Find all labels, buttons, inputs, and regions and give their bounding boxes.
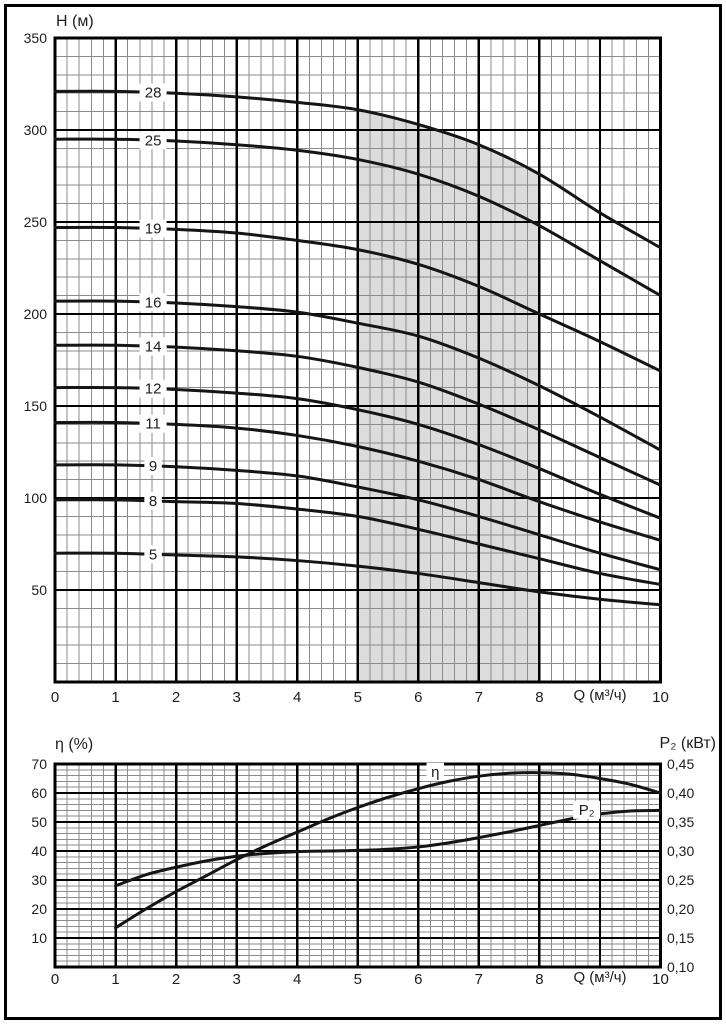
top-x-tick-label: 10 [652,689,669,706]
top-x-tick-label: 3 [232,689,240,706]
curve-label-14-bg [139,337,167,356]
major-grid [55,764,661,967]
top-y-tick-label: 100 [24,490,48,506]
bottom-left-axis-title: η (%) [55,736,94,753]
curve-label-28: 28 [145,85,162,102]
top-y-tick-label: 50 [31,582,47,598]
curve-label-25-bg [139,131,167,150]
top-x-tick-label: 0 [51,689,59,706]
power-curve-label-bg [573,800,601,819]
curve-label-5-bg [144,545,162,564]
bottom-right-y-tick-label: 0,10 [667,959,694,975]
performance-curve-labels: η P₂ [426,762,601,819]
efficiency-curve-label-bg [426,762,445,781]
bottom-right-y-tick-label: 0,25 [667,872,694,888]
top-y-tick-label: 300 [24,122,48,138]
bottom-right-axis-title: P₂ (кВт) [659,735,716,752]
top-x-tick-label: 6 [414,689,422,706]
top-x-tick-label: 5 [354,689,362,706]
efficiency-curve [114,771,662,930]
bottom-right-y-tick-label: 0,20 [667,901,694,917]
curve-label-14: 14 [145,338,162,355]
curve-label-16-bg [139,293,167,312]
bottom-x-tick-label: 5 [354,971,362,988]
bottom-right-y-tick-label: 0,35 [667,814,694,830]
performance-curves [114,771,662,930]
bottom-x-tick-label: 1 [111,971,119,988]
curve-label-16: 16 [145,294,162,311]
bottom-x-tick-label: 8 [535,971,543,988]
bottom-right-y-tick-label: 0,40 [667,785,694,801]
top-y-tick-label: 250 [24,214,48,230]
bottom-x-tick-label: 4 [293,971,301,988]
bottom-right-y-tick-label: 0,15 [667,930,694,946]
curve-label-9-bg [144,457,162,476]
bottom-left-y-tick-label: 10 [31,930,47,946]
minor-grid [55,38,661,682]
curve-label-8-bg [144,491,162,510]
curve-label-28-bg [139,83,167,102]
top-y-axis-title: H (м) [56,13,94,30]
curve-label-11: 11 [145,416,161,433]
plot-border [53,762,662,969]
bottom-left-y-tick-label: 60 [31,785,47,801]
bottom-left-y-tick-label: 20 [31,901,47,917]
efficiency-curve-label: η [431,764,439,781]
top-x-tick-label: 4 [293,689,301,706]
plot-border [53,36,662,684]
top-x-tick-label: 2 [172,689,180,706]
power-curve-label: P₂ [579,802,595,819]
head-curve-labels: 28 25 19 16 14 12 11 9 8 5 [139,83,167,564]
top-x-tick-label: 7 [475,689,483,706]
bottom-x-axis-title: Q (м³/ч) [573,969,627,986]
bottom-x-tick-label: 6 [414,971,422,988]
curve-label-12: 12 [145,381,162,398]
curve-label-8: 8 [149,493,157,510]
curve-label-5: 5 [149,546,157,563]
power-curve [114,808,662,888]
curve-label-9: 9 [149,458,157,475]
top-x-tick-label: 1 [111,689,119,706]
top-y-tick-label: 350 [24,30,48,46]
bottom-x-tick-label: 7 [475,971,483,988]
bottom-x-tick-label: 3 [232,971,240,988]
top-x-tick-label: 8 [535,689,543,706]
bottom-left-y-tick-label: 30 [31,872,47,888]
top-y-tick-label: 150 [24,398,48,414]
bottom-x-tick-label: 2 [172,971,180,988]
bottom-right-y-tick-label: 0,30 [667,843,694,859]
recommended-range-band [357,109,540,683]
top-y-tick-label: 200 [24,306,48,322]
bottom-right-y-tick-label: 0,45 [667,756,694,772]
bottom-left-y-tick-label: 50 [31,814,47,830]
top-x-axis-title: Q (м³/ч) [573,687,627,704]
curve-label-19: 19 [145,221,162,238]
bottom-x-tick-label: 10 [652,971,669,988]
bottom-left-y-tick-label: 40 [31,843,47,859]
curve-label-11-bg [139,414,167,433]
curve-label-19-bg [139,219,167,238]
curve-label-12-bg [139,379,167,398]
bottom-left-y-tick-label: 70 [31,756,47,772]
bottom-x-tick-label: 0 [51,971,59,988]
curve-label-25: 25 [145,132,162,149]
